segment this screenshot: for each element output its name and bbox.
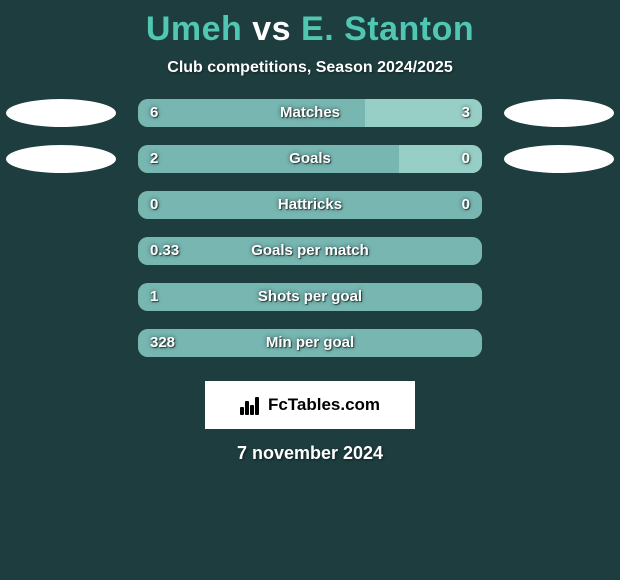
stat-row: 0.33Goals per match [0,237,620,267]
chart-icon [240,395,262,415]
stat-label: Goals per match [0,237,620,265]
player-right-name: E. Stanton [301,10,474,48]
subtitle: Club competitions, Season 2024/2025 [0,59,620,77]
logo-text: FcTables.com [268,395,380,415]
vs-separator: vs [242,10,301,48]
stat-label: Goals [0,145,620,173]
stat-row: 328Min per goal [0,329,620,359]
stat-label: Min per goal [0,329,620,357]
fctables-logo: FcTables.com [205,381,415,429]
stats-area: 63Matches 20Goals 00Hattricks 0.33Goals per… [0,99,620,359]
player-left-name: Umeh [146,10,242,48]
stat-row: 1Shots per goal [0,283,620,313]
stat-row: 00Hattricks [0,191,620,221]
date-text: 7 november 2024 [0,443,620,464]
stat-row: 63Matches [0,99,620,129]
stat-label: Hattricks [0,191,620,219]
stat-label: Matches [0,99,620,127]
stat-row: 20Goals [0,145,620,175]
page-title: Umeh vs E. Stanton [0,10,620,49]
stat-label: Shots per goal [0,283,620,311]
